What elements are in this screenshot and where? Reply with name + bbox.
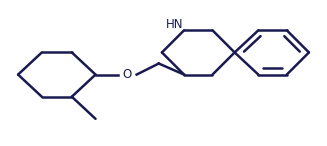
Text: O: O	[123, 68, 132, 81]
Text: HN: HN	[166, 18, 183, 31]
